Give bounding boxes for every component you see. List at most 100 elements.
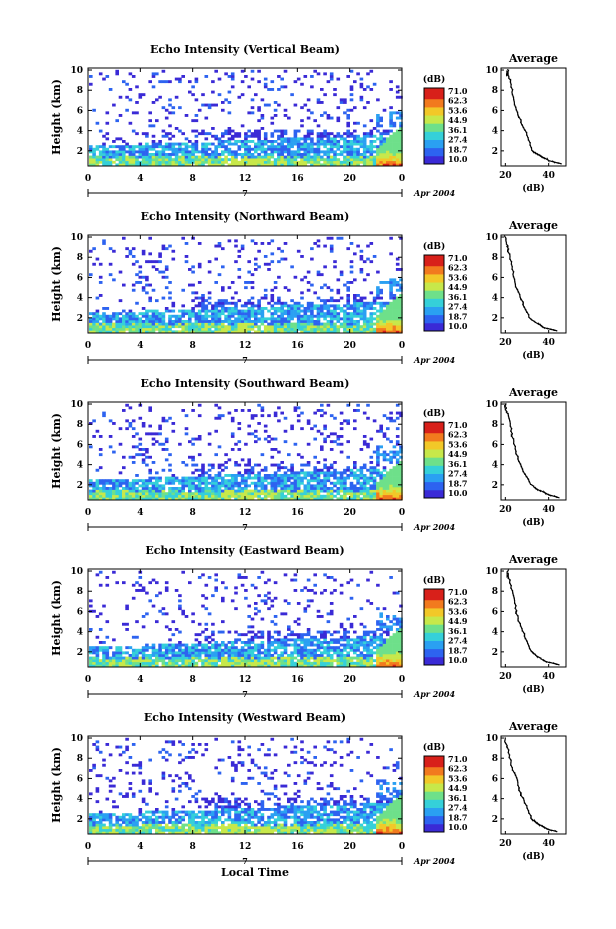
- heatmap-cell: [386, 155, 390, 159]
- heatmap-cell: [263, 651, 268, 655]
- heatmap-cell: [204, 494, 209, 498]
- heatmap-cell: [260, 317, 265, 321]
- heatmap-cell: [316, 150, 321, 154]
- heatmap-cell: [395, 325, 400, 329]
- heatmap-cell: [240, 320, 245, 323]
- heatmap-cell: [207, 322, 212, 326]
- heatmap-cell: [201, 320, 205, 323]
- heatmap-cell: [158, 255, 162, 258]
- heatmap-cell: [158, 651, 162, 655]
- heatmap-cell: [128, 494, 133, 498]
- heatmap-cell: [320, 633, 324, 637]
- heatmap-cell: [273, 474, 278, 477]
- heatmap-cell: [115, 651, 119, 655]
- heatmap-cell: [336, 134, 341, 138]
- heatmap-cell: [191, 648, 195, 652]
- heatmap-cell: [329, 150, 334, 154]
- heatmap-cell: [234, 317, 238, 321]
- heatmap-cell: [369, 158, 374, 162]
- heatmap-cell: [353, 476, 357, 480]
- heatmap-cell: [283, 638, 288, 642]
- heatmap-cell: [92, 651, 96, 655]
- heatmap-cell: [178, 659, 182, 663]
- heatmap-cell: [181, 320, 185, 323]
- heatmap-cell: [379, 140, 383, 143]
- heatmap-cell: [353, 134, 357, 138]
- heatmap-cell: [230, 448, 235, 451]
- heatmap-cell: [234, 484, 238, 488]
- heatmap-cell: [349, 622, 354, 626]
- heatmap-cell: [227, 481, 232, 485]
- heatmap-cell: [89, 484, 93, 488]
- heatmap-cell: [395, 468, 400, 472]
- heatmap-cell: [141, 494, 146, 498]
- heatmap-cell: [178, 648, 182, 652]
- heatmap-cell: [244, 286, 248, 290]
- heatmap-cell: [112, 314, 116, 318]
- heatmap-cell: [280, 492, 284, 496]
- heatmap-cell: [313, 150, 317, 154]
- heatmap-cell: [250, 492, 255, 496]
- heatmap-cell: [168, 137, 172, 141]
- heatmap-cell: [227, 312, 232, 316]
- heatmap-cell: [244, 160, 248, 164]
- heatmap-cell: [306, 307, 311, 310]
- heatmap-cell: [277, 322, 281, 326]
- heatmap-cell: [346, 140, 350, 143]
- heatmap-cell: [395, 153, 400, 156]
- heatmap-cell: [287, 474, 291, 477]
- heatmap-cell: [151, 487, 156, 490]
- heatmap-cell: [316, 638, 321, 642]
- heatmap-cell: [217, 643, 222, 647]
- heatmap-cell: [369, 312, 374, 316]
- heatmap-cell: [161, 643, 166, 647]
- heatmap-cell: [339, 153, 344, 156]
- heatmap-cell: [118, 479, 123, 483]
- heatmap-cell: [273, 411, 278, 415]
- heatmap-cell: [287, 150, 291, 154]
- heatmap-cell: [122, 656, 126, 660]
- heatmap-cell: [326, 466, 331, 470]
- heatmap-cell: [333, 155, 337, 159]
- heatmap-cell: [346, 422, 350, 425]
- heatmap-cell: [263, 163, 268, 167]
- heatmap-cell: [141, 424, 146, 428]
- heatmap-cell: [217, 484, 222, 488]
- heatmap-cell: [270, 641, 275, 644]
- heatmap-cell: [313, 479, 317, 483]
- heatmap-cell: [263, 474, 268, 477]
- heatmap-cell: [184, 414, 189, 418]
- heatmap-cell: [227, 239, 232, 243]
- heatmap-cell: [237, 651, 242, 655]
- heatmap-cell: [290, 327, 294, 331]
- heatmap-cell: [306, 474, 311, 477]
- heatmap-cell: [395, 140, 400, 143]
- heatmap-cell: [105, 654, 110, 657]
- heatmap-cell: [178, 630, 182, 634]
- heatmap-cell: [155, 481, 159, 485]
- heatmap-cell: [280, 411, 284, 415]
- heatmap-cell: [234, 461, 238, 464]
- heatmap-cell: [164, 309, 169, 313]
- heatmap-cell: [145, 163, 149, 167]
- heatmap-cell: [310, 317, 314, 321]
- heatmap-cell: [369, 301, 374, 305]
- heatmap-cell: [221, 330, 225, 334]
- heatmap-cell: [135, 648, 139, 652]
- heatmap-cell: [141, 484, 146, 488]
- heatmap-cell: [300, 317, 304, 321]
- heatmap-cell: [214, 317, 218, 321]
- heatmap-cell: [141, 648, 146, 652]
- heatmap-cell: [270, 330, 275, 334]
- heatmap-cell: [329, 296, 334, 300]
- heatmap-cell: [108, 646, 113, 650]
- heatmap-cell: [181, 309, 185, 313]
- heatmap-cell: [164, 134, 169, 138]
- heatmap-cell: [247, 314, 251, 318]
- heatmap-cell: [326, 497, 331, 501]
- heatmap-cell: [112, 317, 116, 321]
- panel-3: Echo Intensity (Southward Beam)246810Hei…: [50, 377, 567, 532]
- heatmap-cell: [227, 492, 232, 496]
- heatmap-cell: [188, 656, 192, 660]
- heatmap-cell: [171, 476, 176, 480]
